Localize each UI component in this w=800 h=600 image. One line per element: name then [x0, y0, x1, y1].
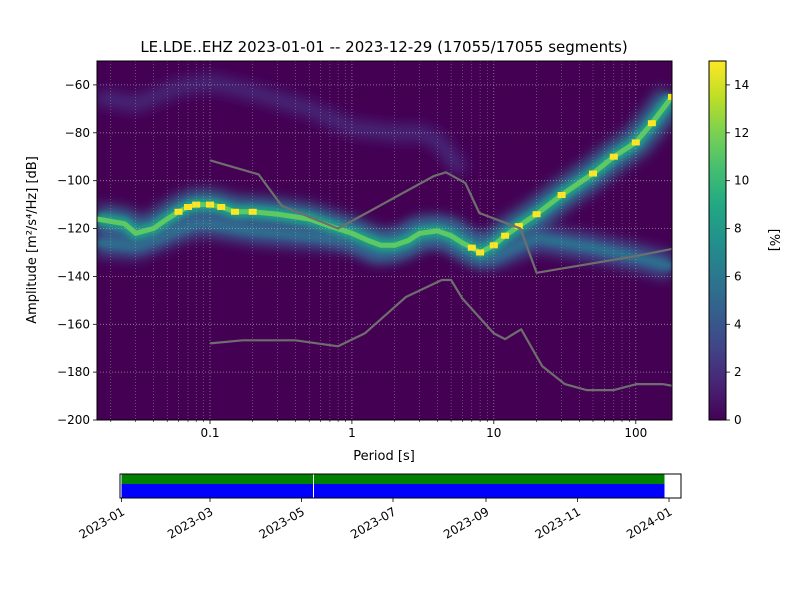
density-peak-cell: [231, 208, 239, 215]
density-peak-cell: [489, 242, 498, 249]
colorbar-gradient: [708, 60, 727, 421]
y-tick-label: −140: [57, 269, 90, 283]
y-axis-label: Amplitude [m²/s⁴/Hz] [dB]: [25, 156, 40, 324]
coverage-green-bar: [121, 474, 665, 484]
coverage-frame: [119, 473, 682, 499]
date-tick-label: 2023-03: [165, 504, 215, 541]
y-tick-label: −60: [65, 78, 90, 92]
density-peak-cell: [557, 192, 566, 198]
colorbar-ticks: 0 2 4 6 8 10 12 14: [726, 78, 749, 427]
y-tick-label: −180: [57, 365, 90, 379]
density-peak-cell: [206, 201, 214, 208]
x-axis-ticks: 0.1 1 10 100: [110, 420, 647, 440]
density-peak-cell: [501, 232, 510, 239]
reference-noise-models: [209, 159, 672, 392]
date-tick-label: 2023-07: [348, 504, 398, 541]
colorbar-tick-label: 4: [734, 317, 742, 331]
density-peak-cell: [476, 249, 485, 256]
psd-plot: 0.1 1 10 100 −60 −80 −100 −120 −140 −160 −180 −200…: [25, 60, 673, 464]
colorbar-tick-label: 8: [734, 222, 742, 236]
y-tick-label: −120: [57, 222, 90, 236]
coverage-blue-bar: [121, 484, 665, 498]
x-tick-label: 100: [624, 426, 647, 440]
density-peak-cell: [668, 93, 672, 100]
x-tick-label: 0.1: [200, 426, 219, 440]
density-peak-cell: [192, 201, 201, 208]
colorbar-tick-label: 6: [734, 269, 742, 283]
date-tick-label: 2023-11: [533, 504, 583, 541]
density-peak-cell: [589, 170, 597, 177]
date-tick-label: 2023-09: [441, 504, 491, 541]
density-peak-cell: [514, 223, 523, 230]
y-tick-label: −100: [57, 174, 90, 188]
low-noise-model-curve: [209, 278, 672, 392]
colorbar-tick-label: 2: [734, 365, 742, 379]
colorbar-tick-label: 10: [734, 174, 749, 188]
density-peak-cell: [184, 204, 192, 210]
chart-title: LE.LDE..EHZ 2023-01-01 -- 2023-12-29 (17…: [140, 38, 627, 56]
colorbar-tick-label: 14: [734, 78, 749, 92]
x-tick-label: 10: [486, 426, 501, 440]
y-axis-ticks: −60 −80 −100 −120 −140 −160 −180 −200: [57, 78, 97, 427]
faint-density-band: [97, 74, 469, 177]
y-tick-label: −200: [57, 413, 90, 427]
density-peak-cell: [647, 120, 656, 127]
date-axis-ticks: 2023-01 2023-03 2023-05 2023-07 2023-09 2023-…: [77, 498, 675, 542]
coverage-chart: 2023-01 2023-03 2023-05 2023-07 2023-09 2023-…: [77, 473, 682, 542]
x-tick-label: 1: [348, 426, 356, 440]
plot-frame: [96, 60, 673, 421]
date-tick-label: 2024-01: [624, 504, 674, 541]
density-peak-cell: [609, 153, 618, 160]
colorbar-label: [%]: [766, 229, 781, 252]
colorbar-tick-label: 0: [734, 413, 742, 427]
x-axis-label: Period [s]: [353, 449, 415, 464]
y-tick-label: −160: [57, 317, 90, 331]
colorbar: 0 2 4 6 8 10 12 14 [%]: [708, 60, 781, 427]
colorbar-tick-label: 12: [734, 126, 749, 140]
high-noise-model-curve: [209, 159, 672, 274]
date-tick-label: 2023-01: [77, 504, 127, 541]
date-tick-label: 2023-05: [257, 504, 307, 541]
density-peak-cell: [217, 204, 226, 210]
y-tick-label: −80: [65, 126, 90, 140]
